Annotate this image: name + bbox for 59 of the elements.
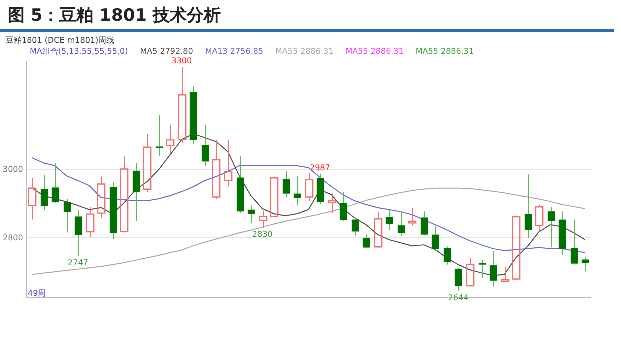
y-tick-label: 2800 bbox=[3, 233, 24, 242]
candlestick bbox=[224, 139, 233, 188]
candlestick bbox=[490, 251, 498, 288]
candlestick bbox=[166, 124, 175, 154]
candlestick bbox=[212, 139, 221, 200]
candlestick bbox=[420, 211, 428, 236]
candlestick bbox=[386, 209, 394, 231]
text: MA55 2886.31 bbox=[276, 47, 334, 56]
candlestick bbox=[352, 218, 360, 238]
candlestick bbox=[305, 172, 314, 202]
candlestick bbox=[190, 86, 198, 144]
candlestick bbox=[178, 66, 187, 144]
candlestick bbox=[143, 134, 152, 193]
candlestick bbox=[52, 162, 60, 204]
candlestick bbox=[259, 210, 268, 228]
candlestick bbox=[582, 257, 590, 272]
annotation: 2644 bbox=[448, 294, 469, 303]
candlestick bbox=[248, 205, 256, 224]
candlestick bbox=[501, 266, 510, 282]
candlestick bbox=[110, 182, 118, 240]
candlestick bbox=[282, 170, 290, 198]
candlestick bbox=[340, 192, 348, 222]
candlestick bbox=[524, 174, 532, 239]
candlestick bbox=[156, 114, 164, 156]
candlestick bbox=[558, 211, 566, 256]
annotation: 2747 bbox=[68, 258, 88, 268]
candlestick bbox=[236, 156, 244, 214]
text: MA5 2792.80 bbox=[140, 47, 194, 56]
candlestick bbox=[97, 176, 106, 219]
candlestick bbox=[40, 174, 48, 212]
candlestick bbox=[64, 198, 72, 234]
annotation: 3300 bbox=[172, 56, 192, 66]
y-tick-label: 3000 bbox=[3, 165, 24, 174]
annotation: 2987 bbox=[310, 163, 330, 172]
candlestick bbox=[328, 192, 337, 214]
candlestick bbox=[454, 268, 462, 292]
chart-title: 图 5：豆粕 1801 技术分析 bbox=[8, 5, 221, 27]
text: 豆粕1801 (DCE m1801)周线 bbox=[6, 35, 115, 46]
candlestick bbox=[28, 178, 37, 220]
candlestick bbox=[478, 260, 486, 279]
text: MA组合(5,13,55,55,55,0) bbox=[30, 47, 128, 56]
candlestick bbox=[432, 226, 440, 250]
annotation: 2830 bbox=[252, 230, 273, 240]
candlestick bbox=[202, 124, 210, 168]
text: MA55 2886.31 bbox=[346, 47, 404, 56]
candlestick bbox=[570, 219, 578, 266]
annotation: 49周 bbox=[28, 288, 46, 299]
candlestick bbox=[74, 209, 82, 257]
text: MA55 2886.31 bbox=[416, 47, 474, 56]
candlestick bbox=[132, 162, 140, 222]
candlestick bbox=[294, 176, 302, 206]
candlestick bbox=[120, 156, 129, 234]
candlestick bbox=[444, 246, 452, 266]
candlestick bbox=[408, 208, 417, 226]
text: MA13 2756.85 bbox=[205, 47, 264, 56]
candlestick bbox=[398, 212, 406, 238]
candlestick bbox=[86, 206, 95, 238]
candlestick bbox=[548, 206, 556, 248]
candlestick bbox=[316, 174, 324, 205]
